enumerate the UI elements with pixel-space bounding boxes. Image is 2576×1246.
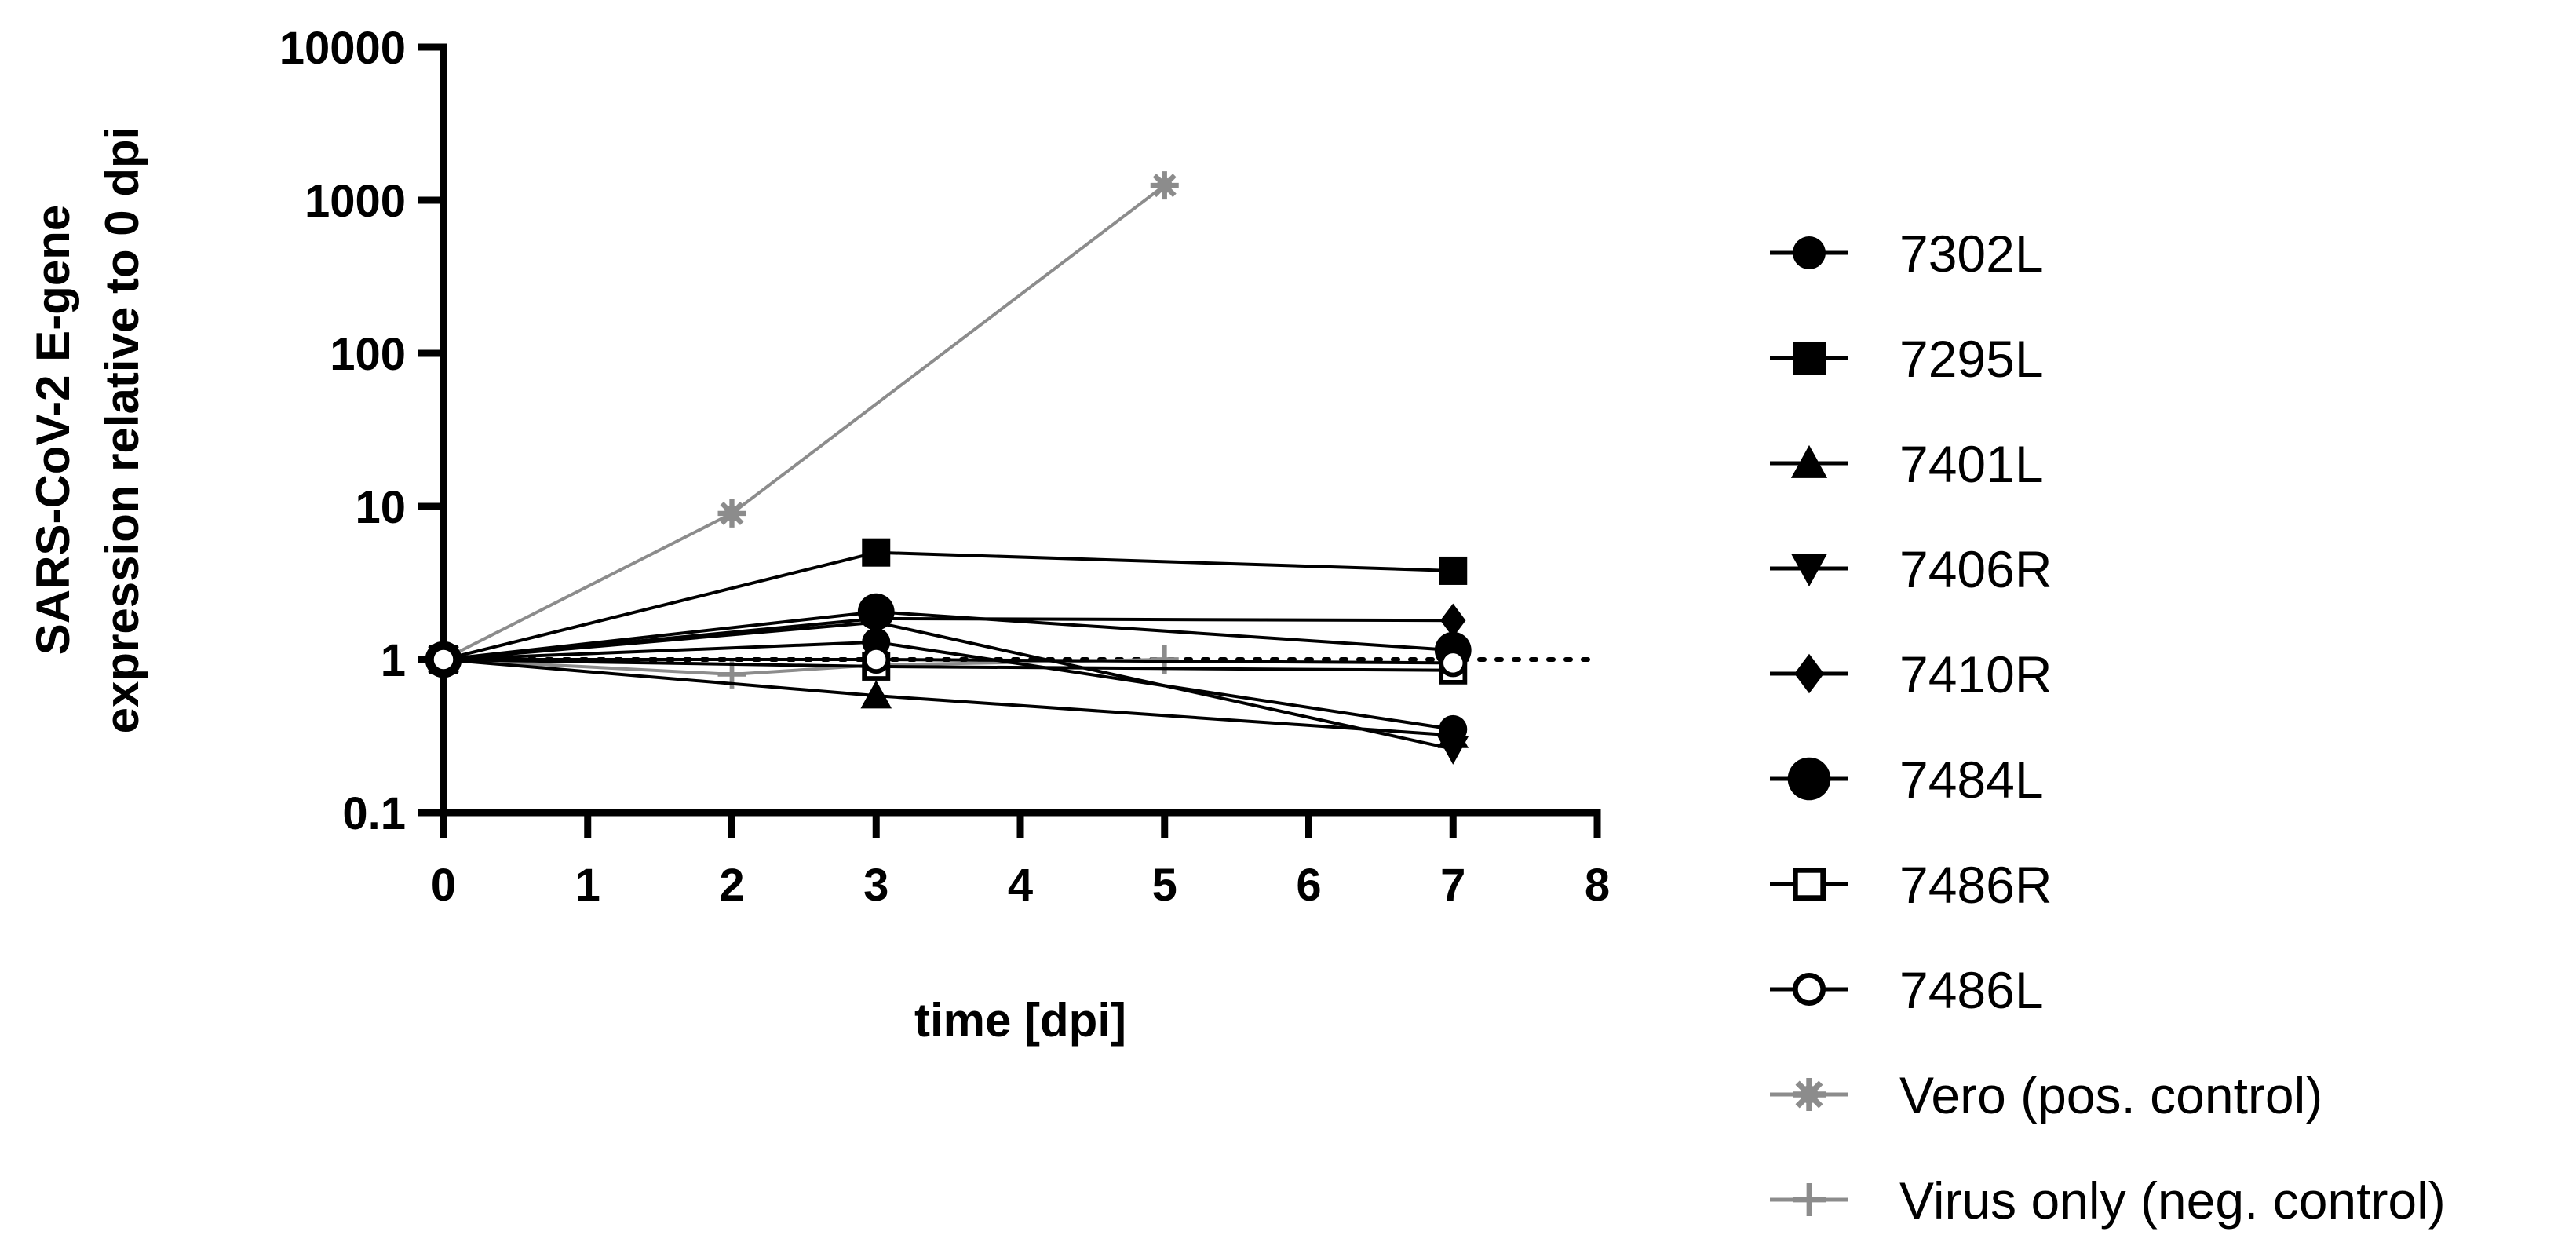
legend-item: 7410R bbox=[1770, 645, 2052, 703]
legend-item: 7302L bbox=[1770, 225, 2044, 283]
y-tick-label: 1000 bbox=[305, 176, 406, 227]
legend-label: 7401L bbox=[1899, 435, 2044, 493]
series-line bbox=[443, 184, 1166, 661]
legend-label: Vero (pos. control) bbox=[1899, 1066, 2322, 1124]
legend-marker bbox=[1787, 757, 1831, 801]
legend-item: Vero (pos. control) bbox=[1770, 1066, 2322, 1124]
data-point bbox=[1439, 649, 1468, 678]
y-axis-title-line-2: expression relative to 0 dpi bbox=[96, 126, 148, 734]
legend-item: 7406R bbox=[1770, 540, 2052, 598]
legend-item: 7486L bbox=[1770, 961, 2044, 1019]
x-tick-label: 0 bbox=[431, 860, 456, 911]
x-tick-label: 5 bbox=[1152, 860, 1177, 911]
data-point bbox=[862, 538, 891, 567]
data-point bbox=[862, 645, 891, 674]
series-7486l bbox=[429, 645, 1468, 678]
legend-label: 7410R bbox=[1899, 645, 2052, 703]
y-tick-label: 10000 bbox=[279, 23, 406, 74]
y-tick-label: 0.1 bbox=[342, 788, 406, 839]
legend: 7302L 7295L 7401L 7406R 7410R 7484L 7486R 7486L… bbox=[1770, 225, 2446, 1230]
legend-item: 7295L bbox=[1770, 330, 2044, 388]
data-point bbox=[1150, 171, 1179, 200]
legend-item: Virus only (neg. control) bbox=[1770, 1171, 2446, 1230]
legend-label: 7484L bbox=[1899, 751, 2044, 809]
legend-marker bbox=[1793, 236, 1826, 269]
legend-label: 7302L bbox=[1899, 225, 2044, 283]
legend-marker bbox=[1794, 653, 1824, 694]
series-7406r bbox=[428, 609, 1469, 765]
data-point bbox=[1439, 556, 1468, 585]
x-tick-label: 8 bbox=[1585, 860, 1610, 911]
y-axis-title: SARS-CoV-2 E-gene expression relative to… bbox=[27, 126, 148, 734]
asterisk-core bbox=[1800, 1085, 1819, 1104]
legend-marker bbox=[1793, 1078, 1826, 1111]
y-tick-label: 100 bbox=[330, 329, 406, 380]
x-tick-label: 4 bbox=[1008, 860, 1033, 911]
x-tick-label: 2 bbox=[719, 860, 744, 911]
asterisk-core bbox=[1156, 177, 1173, 194]
legend-marker bbox=[1793, 867, 1826, 901]
y-tick-label: 10 bbox=[355, 482, 406, 533]
legend-label: 7486R bbox=[1899, 856, 2052, 914]
legend-marker bbox=[1793, 1183, 1826, 1216]
y-axis-title-line-1: SARS-CoV-2 E-gene bbox=[27, 205, 79, 655]
legend-marker bbox=[1793, 342, 1826, 375]
legend-marker bbox=[1793, 972, 1826, 1006]
data-point bbox=[429, 645, 458, 674]
tick-layer: 0 1 2 3 4 5 6 7 8 0.1 1 10 100 1000 10000 bbox=[279, 23, 1610, 911]
series-layer bbox=[425, 171, 1472, 765]
legend-label: Virus only (neg. control) bbox=[1899, 1171, 2446, 1230]
x-tick-label: 7 bbox=[1440, 860, 1465, 911]
legend-label: 7406R bbox=[1899, 540, 2052, 598]
x-tick-label: 6 bbox=[1296, 860, 1321, 911]
series-line bbox=[443, 658, 1165, 676]
legend-label: 7486L bbox=[1899, 961, 2044, 1019]
series-vero-pos-control bbox=[429, 171, 1179, 674]
data-point bbox=[1437, 736, 1469, 765]
data-point bbox=[717, 499, 746, 528]
data-point bbox=[860, 680, 892, 709]
legend-item: 7484L bbox=[1770, 751, 2044, 809]
x-tick-label: 1 bbox=[575, 860, 600, 911]
data-point bbox=[1440, 603, 1466, 638]
data-point bbox=[857, 593, 895, 630]
legend-marker bbox=[1790, 554, 1828, 587]
legend-item: 7401L bbox=[1770, 435, 2044, 493]
legend-item: 7486R bbox=[1770, 856, 2052, 914]
x-axis-title: time [dpi] bbox=[914, 994, 1126, 1047]
y-tick-label: 1 bbox=[381, 635, 406, 686]
x-tick-label: 3 bbox=[863, 860, 888, 911]
legend-label: 7295L bbox=[1899, 330, 2044, 388]
legend-marker bbox=[1790, 444, 1828, 478]
asterisk-core bbox=[724, 506, 740, 521]
axes bbox=[440, 43, 1601, 817]
